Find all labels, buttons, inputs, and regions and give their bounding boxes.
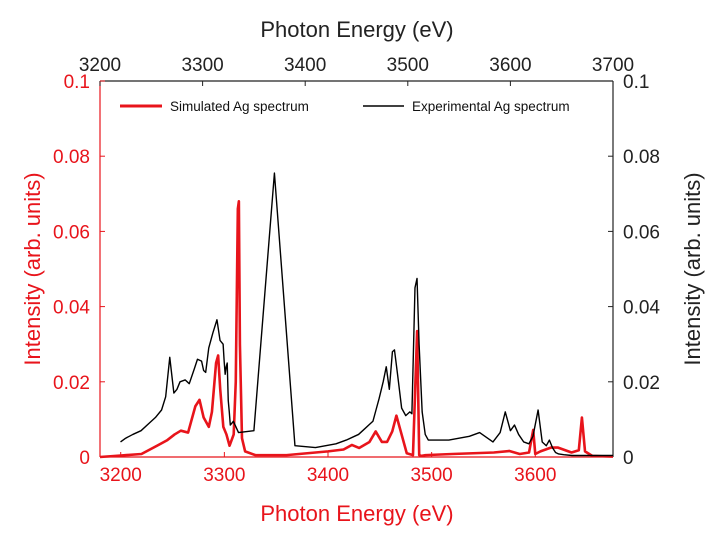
left-y-axis-label: Intensity (arb. units) bbox=[20, 172, 45, 365]
legend: Simulated Ag spectrum Experimental Ag sp… bbox=[120, 99, 570, 114]
left-y-tick-label: 0.02 bbox=[53, 373, 90, 394]
right-y-tick-label: 0.1 bbox=[623, 72, 649, 93]
top-x-tick-label: 3500 bbox=[387, 55, 429, 76]
bottom-x-tick-label: 3300 bbox=[203, 465, 245, 486]
top-x-axis-label: Photon Energy (eV) bbox=[260, 17, 453, 42]
right-y-axis-label: Intensity (arb. units) bbox=[680, 172, 705, 365]
bottom-x-tick-label: 3400 bbox=[307, 465, 349, 486]
top-x-tick-label: 3200 bbox=[79, 55, 121, 76]
right-y-tick-label: 0.06 bbox=[623, 222, 660, 243]
right-y-tick-label: 0 bbox=[623, 448, 634, 469]
legend-simulated-label: Simulated Ag spectrum bbox=[170, 99, 309, 114]
top-x-tick-label: 3400 bbox=[284, 55, 326, 76]
top-x-tick-label: 3600 bbox=[489, 55, 531, 76]
simulated-ag-spectrum-line bbox=[99, 200, 614, 459]
bottom-x-tick-label: 3500 bbox=[410, 465, 452, 486]
axis-ticks-group: 3200 3300 3400 3500 3600 3200 3300 3400 3500 3600… bbox=[53, 55, 660, 486]
right-y-tick-label: 0.08 bbox=[623, 147, 660, 168]
left-y-tick-label: 0.08 bbox=[53, 147, 90, 168]
legend-experimental-label: Experimental Ag spectrum bbox=[412, 99, 570, 114]
experimental-ag-spectrum-line bbox=[120, 172, 613, 457]
left-y-tick-label: 0.1 bbox=[64, 72, 90, 93]
right-y-tick-label: 0.02 bbox=[623, 373, 660, 394]
bottom-x-axis-label: Photon Energy (eV) bbox=[260, 501, 453, 526]
left-y-tick-label: 0 bbox=[79, 448, 90, 469]
bottom-x-tick-label: 3200 bbox=[100, 465, 142, 486]
right-y-tick-label: 0.04 bbox=[623, 298, 660, 319]
left-y-tick-label: 0.04 bbox=[53, 298, 90, 319]
series-group bbox=[99, 172, 614, 459]
bottom-x-tick-label: 3600 bbox=[514, 465, 556, 486]
top-x-tick-label: 3700 bbox=[592, 55, 634, 76]
left-y-tick-label: 0.06 bbox=[53, 222, 90, 243]
top-x-tick-label: 3300 bbox=[181, 55, 223, 76]
